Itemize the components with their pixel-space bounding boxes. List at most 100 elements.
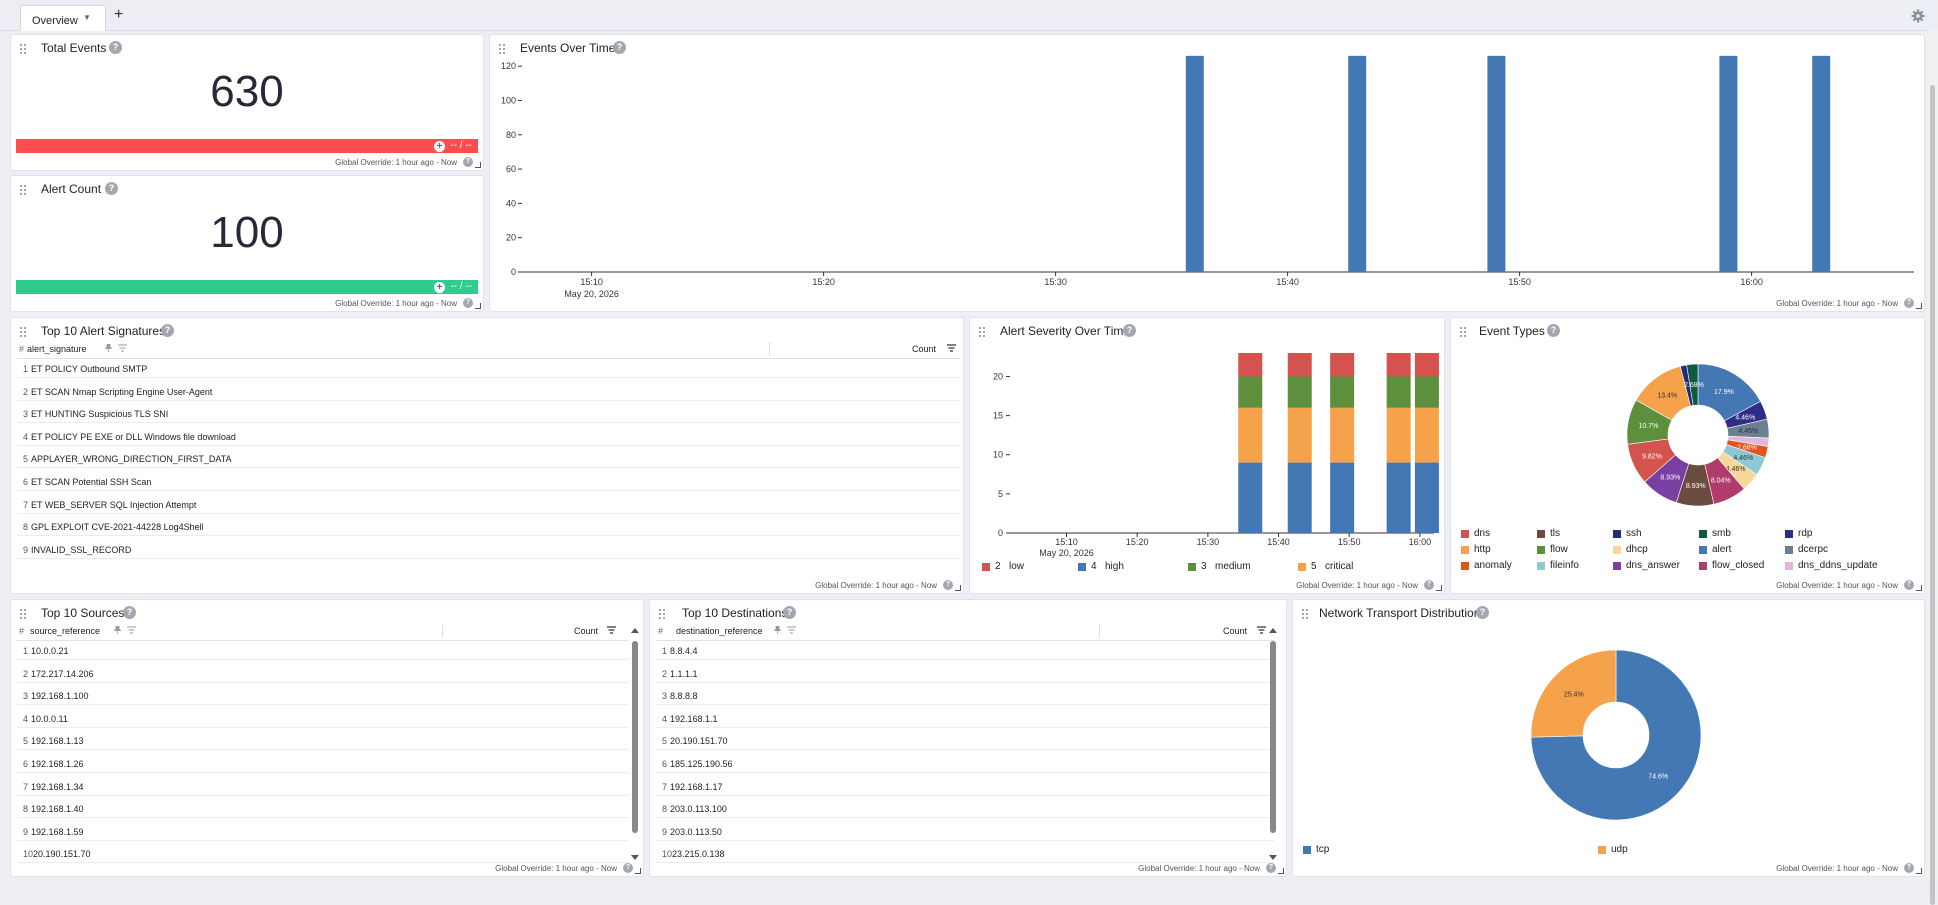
help-icon[interactable]: ? [613, 41, 626, 54]
column-divider[interactable] [442, 624, 443, 638]
help-icon[interactable]: ? [623, 863, 633, 873]
page-scrollbar-thumb[interactable] [1930, 85, 1935, 905]
drag-handle-icon[interactable] [1459, 326, 1467, 338]
pin-icon[interactable] [773, 626, 782, 634]
help-icon[interactable]: ? [1547, 324, 1560, 337]
table-row[interactable]: 1 10.0.0.21 [17, 641, 629, 660]
pin-icon[interactable] [113, 626, 122, 634]
resize-handle-icon[interactable] [1916, 868, 1922, 874]
table-row[interactable]: 4 192.168.1.1 [656, 709, 1274, 728]
table-row[interactable]: 6 185.125.190.56 [656, 754, 1274, 773]
table-row[interactable]: 9 192.168.1.59 [17, 822, 629, 841]
drag-handle-icon[interactable] [19, 184, 27, 196]
scrollbar-thumb[interactable] [632, 641, 638, 833]
table-scrollbar[interactable] [630, 628, 640, 860]
scroll-up-icon[interactable] [1269, 628, 1277, 633]
table-row[interactable]: 2 172.217.14.206 [17, 664, 629, 683]
sort-icon[interactable] [607, 626, 616, 634]
drag-handle-icon[interactable] [658, 608, 666, 620]
table-row[interactable]: 4 ET POLICY PE EXE or DLL Windows file do… [17, 427, 961, 446]
help-icon[interactable]: ? [1904, 298, 1914, 308]
column-divider[interactable] [1099, 624, 1100, 638]
filter-icon[interactable] [118, 344, 127, 352]
drag-handle-icon[interactable] [978, 326, 986, 338]
add-tab-button[interactable]: + [114, 6, 124, 23]
help-icon[interactable]: ? [161, 324, 174, 337]
table-row[interactable]: 8 GPL EXPLOIT CVE-2021-44228 Log4Shell [17, 517, 961, 537]
resize-handle-icon[interactable] [1916, 585, 1922, 591]
sort-icon[interactable] [1257, 626, 1266, 634]
scroll-up-icon[interactable] [631, 628, 639, 633]
help-icon[interactable]: ? [109, 41, 122, 54]
help-icon[interactable]: ? [463, 157, 473, 167]
help-icon[interactable]: ? [1904, 863, 1914, 873]
column-header-count[interactable]: Count [1223, 626, 1248, 636]
table-row[interactable]: 4 10.0.0.11 [17, 709, 629, 728]
drag-handle-icon[interactable] [1301, 608, 1309, 620]
table-row[interactable]: 3 192.168.1.100 [17, 686, 629, 706]
help-icon[interactable]: ? [1424, 580, 1434, 590]
table-row[interactable]: 9 203.0.113.50 [656, 822, 1274, 841]
help-icon[interactable]: ? [123, 606, 136, 619]
gear-icon[interactable] [1911, 9, 1925, 23]
table-row[interactable]: 1 8.8.4.4 [656, 641, 1274, 660]
filter-icon[interactable] [127, 626, 136, 634]
filter-icon[interactable] [787, 626, 796, 634]
column-header-count[interactable]: Count [574, 626, 599, 636]
help-icon[interactable]: ? [943, 580, 953, 590]
table-row[interactable]: 3 ET HUNTING Suspicious TLS SNI [17, 404, 961, 424]
resize-handle-icon[interactable] [955, 585, 961, 591]
table-row[interactable]: 3 8.8.8.8 [656, 686, 1274, 706]
pin-icon[interactable] [104, 344, 113, 352]
drag-handle-icon[interactable] [19, 608, 27, 620]
resize-handle-icon[interactable] [1916, 303, 1922, 309]
sort-icon[interactable] [947, 344, 956, 352]
drag-handle-icon[interactable] [498, 43, 506, 55]
column-header-destination-reference[interactable]: destination_reference [676, 626, 763, 636]
resize-handle-icon[interactable] [635, 868, 641, 874]
row-index: 8 [23, 804, 29, 815]
table-row[interactable]: 10 23.215.0.138 [656, 844, 1274, 864]
table-row[interactable]: 5 20.190.151.70 [656, 731, 1274, 751]
table-row[interactable]: 7 192.168.1.34 [17, 777, 629, 796]
table-row[interactable]: 2 ET SCAN Nmap Scripting Engine User-Agen… [17, 382, 961, 401]
add-icon[interactable]: + [434, 141, 445, 152]
help-icon[interactable]: ? [1904, 580, 1914, 590]
help-icon[interactable]: ? [463, 298, 473, 308]
table-scrollbar[interactable] [1268, 628, 1278, 860]
table-row[interactable]: 5 192.168.1.13 [17, 731, 629, 751]
table-row[interactable]: 7 192.168.1.17 [656, 777, 1274, 796]
table-row[interactable]: 8 203.0.113.100 [656, 799, 1274, 819]
table-row[interactable]: 1 ET POLICY Outbound SMTP [17, 359, 961, 378]
table-row[interactable]: 10 20.190.151.70 [17, 844, 629, 864]
scroll-down-icon[interactable] [631, 855, 639, 860]
table-row[interactable]: 8 192.168.1.40 [17, 799, 629, 819]
chevron-down-icon[interactable]: ▼ [83, 13, 91, 22]
resize-handle-icon[interactable] [475, 162, 481, 168]
tab-overview[interactable]: Overview ▼ [20, 5, 106, 31]
help-icon[interactable]: ? [1476, 606, 1489, 619]
help-icon[interactable]: ? [1123, 324, 1136, 337]
table-row[interactable]: 5 APPLAYER_WRONG_DIRECTION_FIRST_DATA [17, 449, 961, 469]
add-icon[interactable]: + [434, 282, 445, 293]
resize-handle-icon[interactable] [1436, 585, 1442, 591]
table-row[interactable]: 6 192.168.1.26 [17, 754, 629, 773]
help-icon[interactable]: ? [1266, 863, 1276, 873]
scrollbar-thumb[interactable] [1270, 641, 1276, 833]
table-row[interactable]: 9 INVALID_SSL_RECORD [17, 540, 961, 559]
help-icon[interactable]: ? [783, 606, 796, 619]
table-row[interactable]: 2 1.1.1.1 [656, 664, 1274, 683]
page-scrollbar[interactable] [1927, 30, 1938, 905]
column-divider[interactable] [769, 342, 770, 356]
help-icon[interactable]: ? [105, 182, 118, 195]
table-row[interactable]: 6 ET SCAN Potential SSH Scan [17, 472, 961, 491]
table-row[interactable]: 7 ET WEB_SERVER SQL Injection Attempt [17, 495, 961, 514]
column-header-source-reference[interactable]: source_reference [30, 626, 101, 636]
column-header-alert-signature[interactable]: alert_signature [27, 344, 87, 354]
scroll-down-icon[interactable] [1269, 855, 1277, 860]
resize-handle-icon[interactable] [1278, 868, 1284, 874]
column-header-count[interactable]: Count [912, 344, 937, 354]
resize-handle-icon[interactable] [475, 303, 481, 309]
drag-handle-icon[interactable] [19, 43, 27, 55]
drag-handle-icon[interactable] [19, 326, 27, 338]
